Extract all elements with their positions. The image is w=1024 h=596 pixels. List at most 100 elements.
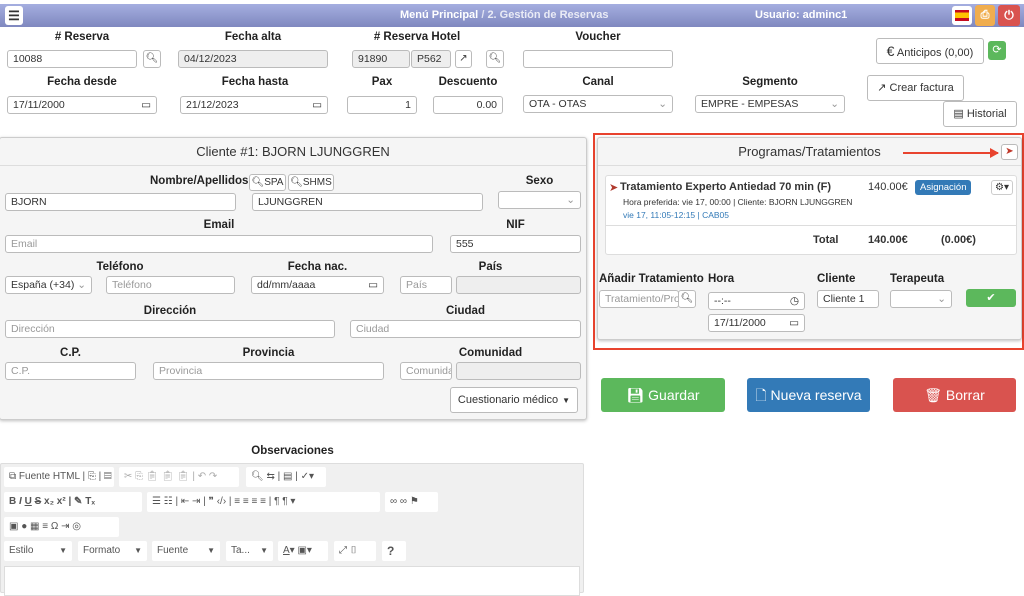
terapeuta-select[interactable]: ⌄	[890, 290, 952, 308]
clipboard-toolbar[interactable]: ✂ ⎘ 📋︎ 📋︎ 📋︎ | ↶ ↷	[119, 467, 239, 487]
help-button[interactable]: ?	[382, 541, 406, 561]
fecha-input[interactable]: 17/11/2000 ▭	[708, 314, 805, 332]
reserva-label: # Reserva	[54, 31, 110, 43]
historial-button[interactable]: ▤ Historial	[943, 101, 1017, 127]
power-icon[interactable]: ⏻	[998, 5, 1020, 26]
search-icon[interactable]: 🔍︎	[678, 290, 696, 308]
email-input[interactable]: Email	[5, 235, 433, 253]
add-tratamiento-label: Añadir Tratamiento	[599, 273, 704, 285]
list-icon: ▤	[953, 108, 964, 120]
breadcrumb-separator: /	[481, 9, 485, 21]
hotel-code-input: P562	[411, 50, 451, 68]
estilo-dropdown[interactable]: Estilo ▼	[4, 541, 72, 561]
descuento-label: Descuento	[438, 76, 498, 88]
fecha-alta-label: Fecha alta	[224, 31, 282, 43]
guardar-button[interactable]: 💾︎ Guardar	[601, 378, 725, 412]
search-icon[interactable]: 🔍︎	[486, 50, 504, 68]
fuente-dropdown[interactable]: Fuente ▼	[152, 541, 220, 561]
refresh-icon[interactable]: ⟳	[988, 41, 1006, 60]
shms-search-button[interactable]: 🔍︎SHMS	[288, 174, 334, 191]
total-label: Total	[813, 234, 839, 246]
menu-toggle-button[interactable]: ☰	[5, 6, 23, 25]
maximize-icon[interactable]: ⤢ ▯	[334, 541, 376, 561]
print-icon[interactable]: ⎙	[975, 5, 995, 26]
cuestionario-medico-button[interactable]: Cuestionario médico ▼	[450, 387, 578, 413]
spa-search-button[interactable]: 🔍︎SPA	[249, 174, 286, 191]
tratamiento-card: ➤ Tratamiento Experto Antiedad 70 min (F…	[605, 175, 1017, 255]
ciudad-input[interactable]: Ciudad	[350, 320, 581, 338]
descuento-input[interactable]: 0.00	[433, 96, 503, 114]
fecha-nac-input[interactable]: dd/mm/aaaa ▭	[251, 276, 384, 294]
nombre-input[interactable]: BJORN	[5, 193, 236, 211]
editor-content[interactable]	[4, 566, 580, 596]
provincia-label: Provincia	[242, 347, 295, 359]
fecha-nac-label: Fecha nac.	[287, 261, 348, 273]
paragraph-toolbar[interactable]: ☰ ☷ | ⇤ ⇥ | ❞ ‹/› | ≡ ≡ ≡ ≡ | ¶ ¶ ▾	[147, 492, 380, 512]
cliente-panel: Cliente #1: BJORN LJUNGGREN Nombre/Apell…	[0, 137, 587, 420]
tratamiento-search-input[interactable]: Tratamiento/Pro	[599, 290, 679, 308]
find-toolbar[interactable]: 🔍︎ ⇆ | ▤ | ✓▾	[246, 467, 326, 487]
check-icon[interactable]: ✔	[966, 289, 1016, 307]
nif-label: NIF	[506, 219, 525, 231]
nif-input[interactable]: 555	[450, 235, 581, 253]
hora-input[interactable]: --:-- ◷	[708, 292, 805, 310]
search-icon[interactable]: 🔍︎	[143, 50, 161, 68]
sexo-select[interactable]: ⌄	[498, 191, 581, 209]
direccion-input[interactable]: Dirección	[5, 320, 335, 338]
format-toolbar[interactable]: B I U S x₂ x² | ✎ Tₓ	[4, 492, 142, 512]
programas-panel: Programas/Tratamientos ➤ ➤ Tratamiento E…	[597, 137, 1022, 340]
calendar-icon: ▭	[789, 317, 799, 329]
asignacion-badge[interactable]: Asignación	[915, 180, 972, 195]
segmento-select[interactable]: EMPRE - EMPESAS ⌄	[695, 95, 845, 113]
borrar-button[interactable]: 🗑︎ Borrar	[893, 378, 1016, 412]
anticipos-button[interactable]: € Anticipos (0,00)	[876, 38, 984, 64]
chevron-down-icon: ⌄	[658, 98, 667, 110]
calendar-icon: ▭	[312, 99, 322, 111]
link-toolbar[interactable]: ∞ ∞ ⚑	[385, 492, 438, 512]
voucher-input[interactable]	[523, 50, 673, 68]
formato-dropdown[interactable]: Formato ▼	[78, 541, 147, 561]
tamano-dropdown[interactable]: Ta... ▼	[226, 541, 273, 561]
canal-select[interactable]: OTA - OTAS ⌄	[523, 95, 673, 113]
breadcrumb-main[interactable]: Menú Principal	[400, 9, 479, 21]
provincia-input[interactable]: Provincia	[153, 362, 384, 380]
crear-factura-button[interactable]: ↗ Crear factura	[867, 75, 964, 101]
pax-input[interactable]: 1	[347, 96, 417, 114]
comunidad-name-input	[456, 362, 581, 380]
nueva-reserva-button[interactable]: 🗋 Nueva reserva	[747, 378, 870, 412]
trash-icon: 🗑︎	[924, 387, 942, 403]
terapeuta-label: Terapeuta	[890, 273, 945, 285]
color-toolbar[interactable]: A▾ ▣▾	[278, 541, 328, 561]
sexo-label: Sexo	[525, 175, 554, 187]
breadcrumb-current: 2. Gestión de Reservas	[487, 9, 609, 21]
external-link-icon[interactable]: ↗	[455, 50, 472, 68]
ciudad-label: Ciudad	[446, 305, 485, 317]
comunidad-input[interactable]: Comunidad	[400, 362, 452, 380]
send-icon[interactable]: ➤	[1001, 144, 1018, 160]
apellidos-input[interactable]: LJUNGGREN	[252, 193, 483, 211]
pais-name-input	[456, 276, 581, 294]
rich-text-editor: ⧉ Fuente HTML | ⎘ | ▤ ✂ ⎘ 📋︎ 📋︎ 📋︎ | ↶ ↷…	[0, 463, 584, 596]
cliente-select[interactable]: Cliente 1	[817, 290, 879, 308]
telefono-input[interactable]: Teléfono	[106, 276, 235, 294]
spain-flag-icon[interactable]	[952, 6, 972, 25]
fecha-desde-input[interactable]: 17/11/2000 ▭	[7, 96, 157, 114]
fecha-hasta-input[interactable]: 21/12/2023 ▭	[180, 96, 328, 114]
gear-icon[interactable]: ⚙▾	[991, 180, 1013, 195]
email-label: Email	[203, 219, 235, 231]
reserva-hotel-label: # Reserva Hotel	[373, 31, 461, 43]
source-html-button[interactable]: ⧉ Fuente HTML | ⎘ | ▤	[4, 467, 114, 487]
telefono-label: Teléfono	[96, 261, 144, 273]
arrow-annotation	[903, 152, 998, 154]
reserva-input[interactable]: 10088	[7, 50, 137, 68]
insert-toolbar[interactable]: ▣ ● ▦ ≡ Ω ⇥ ◎	[4, 517, 119, 537]
voucher-label: Voucher	[575, 31, 621, 43]
clock-icon: ◷	[789, 295, 799, 307]
tratamiento-price: 140.00€	[868, 181, 908, 193]
observaciones-label: Observaciones	[251, 445, 334, 457]
tratamiento-schedule[interactable]: vie 17, 11:05-12:15 | CAB05	[623, 210, 730, 220]
pais-input[interactable]: País	[400, 276, 452, 294]
cp-input[interactable]: C.P.	[5, 362, 136, 380]
prefijo-select[interactable]: España (+34) ⌄	[5, 276, 92, 294]
file-icon: 🗋	[755, 387, 767, 403]
